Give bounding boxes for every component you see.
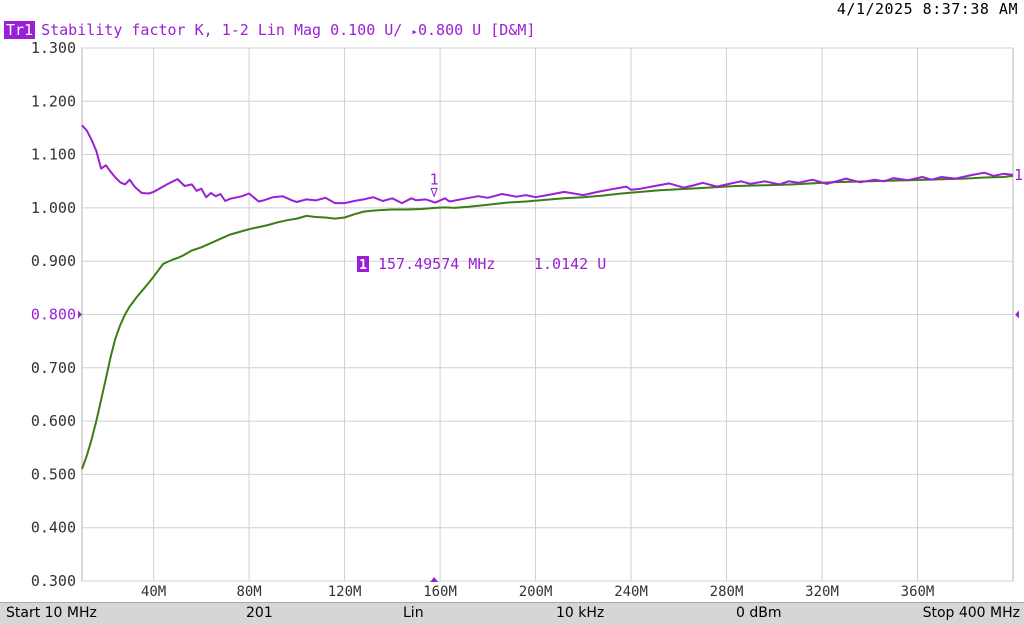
reference-arrow-left-icon: [78, 310, 82, 319]
y-tick-label: 0.700: [31, 359, 76, 377]
marker-readout-number: 1: [359, 258, 367, 273]
trace-line: [81, 124, 1014, 205]
power-level[interactable]: 0 dBm: [736, 605, 782, 621]
marker-readout-badge: [357, 256, 369, 272]
y-tick-label: 1.000: [31, 199, 76, 217]
y-tick-label: 0.500: [31, 465, 76, 483]
if-bandwidth[interactable]: 10 kHz: [556, 605, 605, 621]
x-tick-label: 320M: [805, 584, 839, 600]
y-tick-label: 0.400: [31, 519, 76, 537]
status-bar: Start 10 MHz 201 Lin 10 kHz 0 dBm Stop 4…: [0, 602, 1024, 625]
traces: [81, 124, 1014, 470]
trace-header[interactable]: Tr1 Stability factor K, 1-2 Lin Mag 0.100…: [4, 21, 535, 39]
x-tick-label: 40M: [141, 584, 166, 600]
x-tick-label: 160M: [423, 584, 457, 600]
x-tick-label: 80M: [236, 584, 261, 600]
sweep-type[interactable]: Lin: [403, 605, 424, 621]
y-tick-label: 1.200: [31, 92, 76, 110]
stimulus-marker-icon: [430, 577, 439, 582]
y-tick-label: 0.300: [31, 572, 76, 590]
y-tick-label: 1.100: [31, 146, 76, 164]
stop-frequency[interactable]: Stop 400 MHz: [922, 605, 1020, 621]
reference-arrow-icon: ▸: [411, 25, 418, 38]
markers: 1 1 1 157.49574 MHz 1.0142 U: [357, 166, 1023, 582]
trace-line: [81, 174, 1014, 470]
x-axis-labels: 40M 80M 120M 160M 200M 240M 280M 320M 360M: [141, 584, 934, 600]
marker-readout-value: 1.0142 U: [534, 255, 606, 273]
x-tick-label: 240M: [614, 584, 648, 600]
start-frequency[interactable]: Start 10 MHz: [6, 605, 97, 621]
grid: [81, 47, 1014, 582]
trace-badge[interactable]: Tr1: [4, 21, 36, 39]
trace-end-label: 1: [1014, 166, 1023, 184]
x-tick-label: 120M: [328, 584, 362, 600]
marker-readout-frequency: 157.49574 MHz: [378, 255, 495, 273]
y-tick-label: 0.900: [31, 252, 76, 270]
trace-reference: 0.800 U [D&M]: [417, 21, 536, 39]
marker-label: 1: [430, 170, 439, 188]
y-tick-label: 0.800: [31, 306, 76, 324]
x-tick-label: 360M: [901, 584, 935, 600]
y-tick-label: 1.300: [31, 39, 76, 57]
trace-description: Stability factor K, 1-2 Lin Mag 0.100 U/: [41, 21, 403, 39]
reference-arrow-right-icon: [1015, 310, 1019, 319]
x-tick-label: 200M: [519, 584, 553, 600]
x-tick-label: 280M: [710, 584, 744, 600]
marker-triangle-icon: [430, 187, 438, 198]
timestamp: 4/1/2025 8:37:38 AM: [836, 0, 1018, 18]
sweep-points[interactable]: 201: [246, 605, 273, 621]
plot-area[interactable]: 1.300 1.200 1.100 1.000 0.900 0.800 0.700 0.600…: [0, 0, 1024, 602]
y-axis-labels: 1.300 1.200 1.100 1.000 0.900 0.800 0.700 0.600…: [31, 39, 1019, 590]
y-tick-label: 0.600: [31, 412, 76, 430]
